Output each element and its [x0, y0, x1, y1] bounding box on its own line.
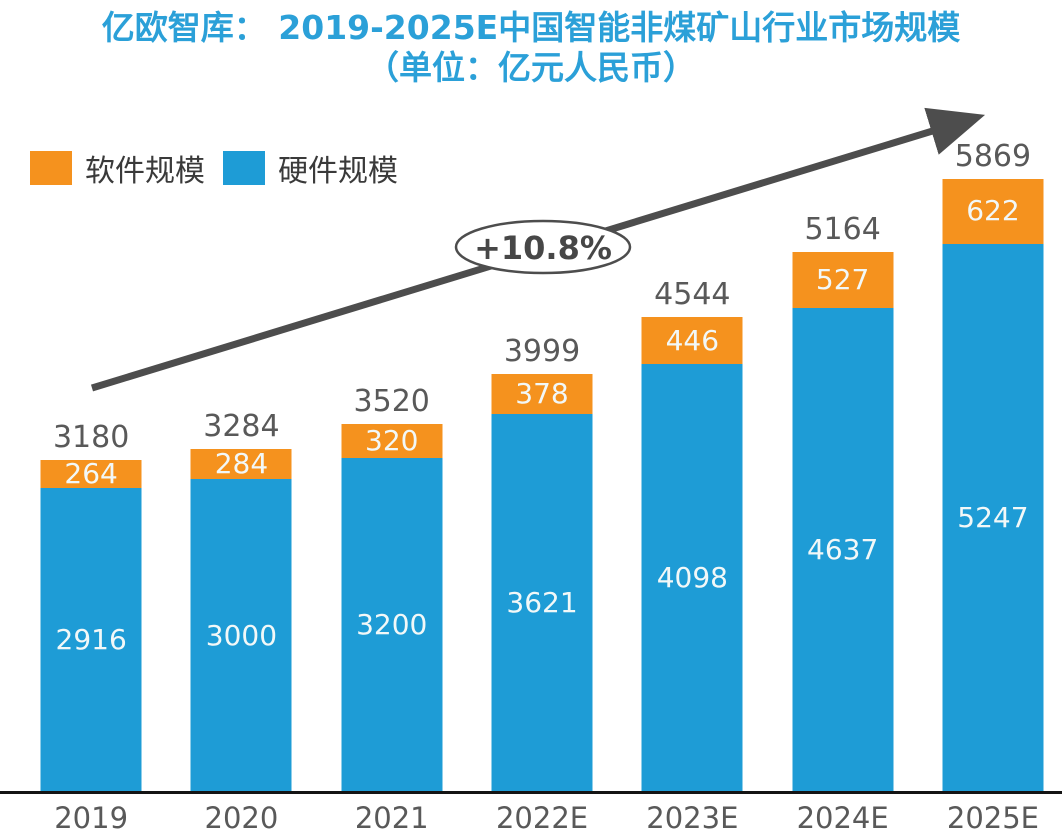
hardware-segment-2020: 3000: [190, 478, 292, 793]
software-value-label-2023E: 446: [665, 323, 720, 357]
software-segment-2019: 264: [40, 456, 142, 490]
x-axis-label-2023E: 2023E: [646, 801, 739, 835]
software-segment-2020: 284: [190, 447, 292, 481]
bar-stack-2019: 3180 264 2916: [40, 420, 142, 793]
bar-column-2023E: 4544 446 4098 2023E: [617, 0, 767, 840]
hardware-segment-2019: 2916: [40, 487, 142, 793]
x-axis-line: [0, 791, 1062, 794]
software-segment-2022E: 378: [491, 374, 593, 414]
hardware-value-label-2019: 2916: [55, 623, 127, 657]
software-segment-2024E: 527: [792, 252, 894, 308]
hardware-value-label-2021: 3200: [356, 608, 428, 642]
x-axis-label-2024E: 2024E: [796, 801, 889, 835]
software-value-label-2020: 284: [214, 447, 269, 481]
x-axis-label-2025E: 2025E: [946, 801, 1040, 835]
software-segment-2023E: 446: [641, 317, 743, 364]
chart-title: 亿欧智库： 2019-2025E中国智能非煤矿山行业市场规模 （单位：亿元人民币…: [0, 8, 1062, 89]
bar-stack-2024E: 5164 527 4637: [792, 212, 894, 793]
bar-stack-2023E: 4544 446 4098: [641, 277, 743, 793]
bar-stack-2021: 3520 320 3200: [341, 384, 443, 793]
bar-column-2025E: 5869 622 5247 2025E: [918, 0, 1062, 840]
software-value-label-2024E: 527: [815, 262, 870, 296]
bar-column-2024E: 5164 527 4637 2024E: [768, 0, 918, 840]
hardware-value-label-2022E: 3621: [506, 586, 578, 620]
total-label-2025E: 5869: [954, 138, 1032, 174]
software-value-label-2022E: 378: [515, 377, 569, 411]
total-label-2023E: 4544: [654, 277, 731, 313]
bar-stack-2022E: 3999 378 3621: [491, 334, 593, 793]
x-axis-label-2021: 2021: [354, 801, 429, 835]
hardware-value-label-2023E: 4098: [656, 561, 728, 595]
hardware-value-label-2024E: 4637: [807, 533, 879, 567]
chart-title-line1: 亿欧智库： 2019-2025E中国智能非煤矿山行业市场规模: [101, 8, 961, 47]
bar-stack-2020: 3284 284 3000: [190, 409, 292, 793]
total-label-2019: 3180: [52, 420, 130, 456]
total-label-2020: 3284: [203, 409, 280, 445]
chart-title-line2: （单位：亿元人民币）: [366, 48, 696, 88]
software-segment-2021: 320: [341, 424, 443, 458]
hardware-segment-2023E: 4098: [641, 363, 743, 793]
software-legend-swatch: [30, 151, 72, 185]
x-axis-label-2019: 2019: [54, 801, 129, 835]
x-axis-label-2020: 2020: [204, 801, 279, 835]
total-label-2024E: 5164: [804, 212, 881, 248]
x-axis-label-2022E: 2022E: [495, 801, 589, 835]
bar-column-2019: 3180 264 2916 2019: [16, 0, 166, 840]
bar-column-2020: 3284 284 3000 2020: [166, 0, 316, 840]
hardware-value-label-2020: 3000: [205, 618, 278, 652]
software-value-label-2019: 264: [64, 456, 118, 490]
software-value-label-2021: 320: [365, 424, 419, 458]
hardware-segment-2021: 3200: [341, 457, 443, 793]
total-label-2022E: 3999: [503, 334, 581, 370]
bar-stack-2025E: 5869 622 5247: [942, 138, 1044, 793]
hardware-segment-2022E: 3621: [491, 413, 593, 793]
bar-column-2022E: 3999 378 3621 2022E: [467, 0, 617, 840]
total-label-2021: 3520: [353, 384, 430, 420]
hardware-segment-2024E: 4637: [792, 307, 894, 793]
software-segment-2025E: 622: [942, 178, 1044, 244]
hardware-segment-2025E: 5247: [942, 243, 1044, 793]
software-value-label-2025E: 622: [966, 194, 1020, 228]
bar-column-2021: 3520 320 3200 2021: [317, 0, 467, 840]
hardware-value-label-2025E: 5247: [957, 501, 1029, 535]
